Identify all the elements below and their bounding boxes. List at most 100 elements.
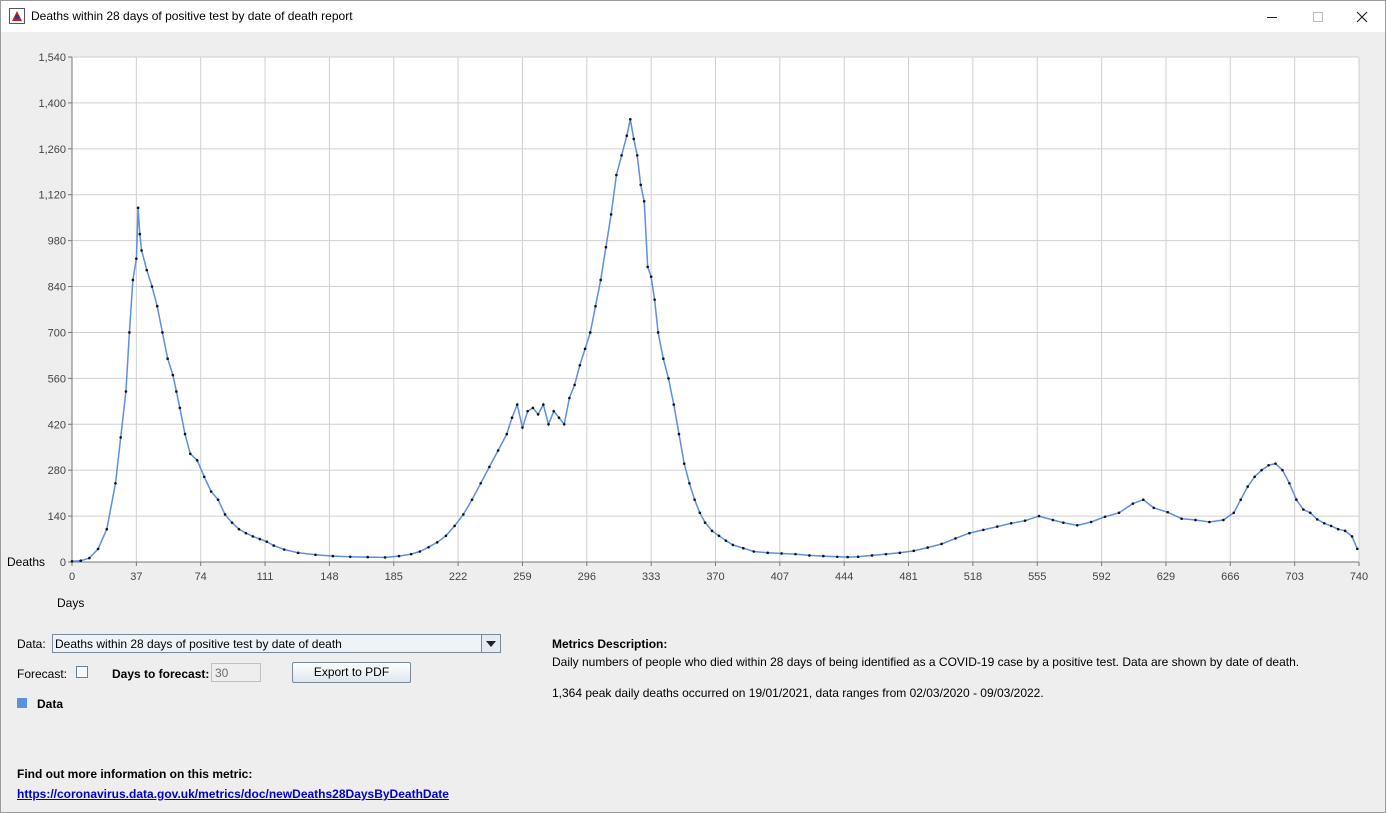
data-point [105,527,109,531]
forecast-checkbox[interactable] [76,666,88,678]
data-point [178,406,182,410]
x-tick-label: 185 [385,571,403,583]
data-point [682,462,686,465]
title-bar: Deaths within 28 days of positive test b… [1,1,1385,32]
data-point [552,409,556,413]
data-point [1142,498,1145,501]
data-select[interactable]: Deaths within 28 days of positive test b… [52,634,501,653]
data-point [568,396,571,400]
data-point [397,554,401,558]
data-point [1194,518,1197,522]
days-to-forecast-input[interactable]: 30 [211,663,261,682]
export-pdf-button[interactable]: Export to PDF [292,662,411,683]
data-point [272,544,276,547]
data-point [1350,535,1354,538]
x-tick-label: 296 [578,571,596,583]
data-point [625,134,629,138]
y-tick-label: 560 [48,373,66,385]
window-title: Deaths within 28 days of positive test b… [31,9,353,23]
x-tick-label: 444 [835,571,853,583]
data-point [698,511,702,515]
data-point [835,555,839,559]
data-point [296,551,300,555]
data-point [195,459,199,462]
data-point [542,403,545,406]
y-tick-label: 1,540 [38,52,66,64]
legend-label: Data [37,697,64,711]
x-tick-label: 111 [257,571,274,583]
data-point [557,416,561,420]
data-point [1302,508,1305,511]
data-point [898,551,902,555]
x-tick-label: 222 [449,571,467,583]
data-point [161,331,164,334]
data-point [710,529,714,533]
close-button[interactable] [1339,1,1385,32]
data-point [646,265,649,269]
deaths-line-chart: 0 37 74 111 148 185 222 259 296 333 370 407 444 481 51… [7,52,1368,610]
data-point [573,383,576,387]
data-point [515,403,519,406]
data-point [496,449,500,452]
data-point [588,331,592,334]
data-point [731,543,735,547]
y-tick-label: 140 [48,511,66,523]
data-point [435,541,439,544]
data-point [124,390,128,393]
metrics-summary-text: 1,364 peak daily deaths occurred on 19/0… [552,686,1044,700]
data-point [244,531,248,535]
data-point [470,498,474,501]
data-point [703,521,707,524]
data-point [667,377,670,380]
data-point [79,559,82,562]
data-point [620,154,623,157]
x-tick-label: 37 [130,571,142,583]
data-point [1329,524,1333,528]
data-point [632,137,636,141]
data-point [150,285,154,288]
data-point [1336,527,1340,531]
y-tick-label: 1,400 [38,98,66,110]
data-point [479,481,483,485]
y-tick-label: 420 [48,419,66,431]
data-point [119,436,122,439]
y-tick-label: 1,260 [38,144,66,156]
maximize-button[interactable] [1295,1,1341,32]
data-point [237,527,241,531]
metric-doc-link[interactable]: https://coronavirus.data.gov.uk/metrics/… [17,787,449,801]
y-axis-label: Deaths [7,555,45,569]
x-tick-label: 592 [1092,571,1110,583]
dropdown-arrow-icon[interactable] [481,635,500,652]
data-point [1232,511,1236,515]
data-point [822,554,825,558]
data-point [653,298,656,301]
data-point [1075,523,1079,527]
data-point [209,490,213,493]
data-point [258,537,262,541]
data-point [615,173,618,177]
data-point [136,206,140,210]
data-point [628,118,632,121]
y-tick-label: 0 [60,557,66,569]
data-point [155,304,159,308]
data-point [462,513,465,516]
x-tick-label: 666 [1221,571,1239,583]
minimize-icon [1267,16,1277,18]
data-point [348,555,352,559]
data-point [912,549,916,553]
data-point [1180,517,1183,521]
data-point [202,475,206,479]
data-point [766,551,769,555]
data-point [453,524,456,528]
close-icon [1356,11,1368,22]
x-tick-label: 629 [1157,571,1175,583]
x-tick-label: 518 [964,571,982,583]
data-point [982,528,985,532]
data-point [114,481,117,485]
data-point [599,278,603,282]
data-point [1274,462,1277,465]
data-point [547,422,550,426]
x-axis-label: Days [57,596,84,610]
data-point [717,534,721,538]
minimize-button[interactable] [1249,1,1295,32]
